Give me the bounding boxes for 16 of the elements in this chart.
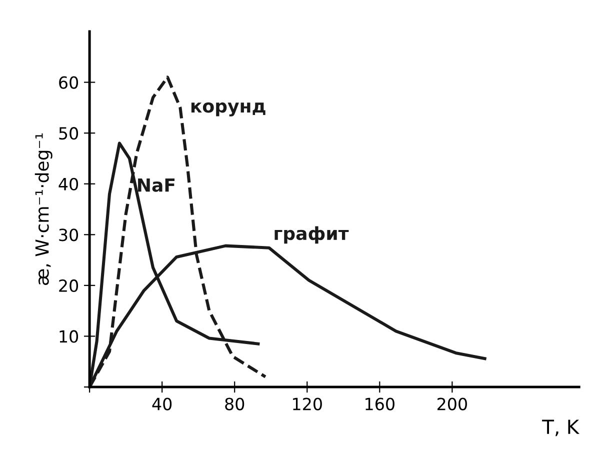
x-tick-label: 120 (293, 398, 322, 410)
y-tick-label: 40 (58, 178, 78, 190)
x-tick-label: 160 (366, 398, 394, 410)
x-axis-title: T, K (542, 420, 580, 436)
y-axis-title: æ, W·cm⁻¹·deg⁻¹ (34, 133, 52, 285)
series-label: NaF (138, 178, 174, 192)
x-tick-label: 40 (152, 398, 172, 410)
y-tick-label: 30 (59, 228, 78, 242)
x-tick-label: 200 (437, 398, 467, 410)
series-label: корунд (191, 102, 266, 116)
y-tick-label: 10 (60, 330, 78, 343)
y-tick-label: 20 (59, 279, 78, 292)
x-tick-label: 80 (225, 398, 244, 410)
y-tick-label: 60 (59, 76, 78, 89)
y-tick-label: 50 (59, 127, 78, 140)
series-label: графит (274, 226, 349, 244)
